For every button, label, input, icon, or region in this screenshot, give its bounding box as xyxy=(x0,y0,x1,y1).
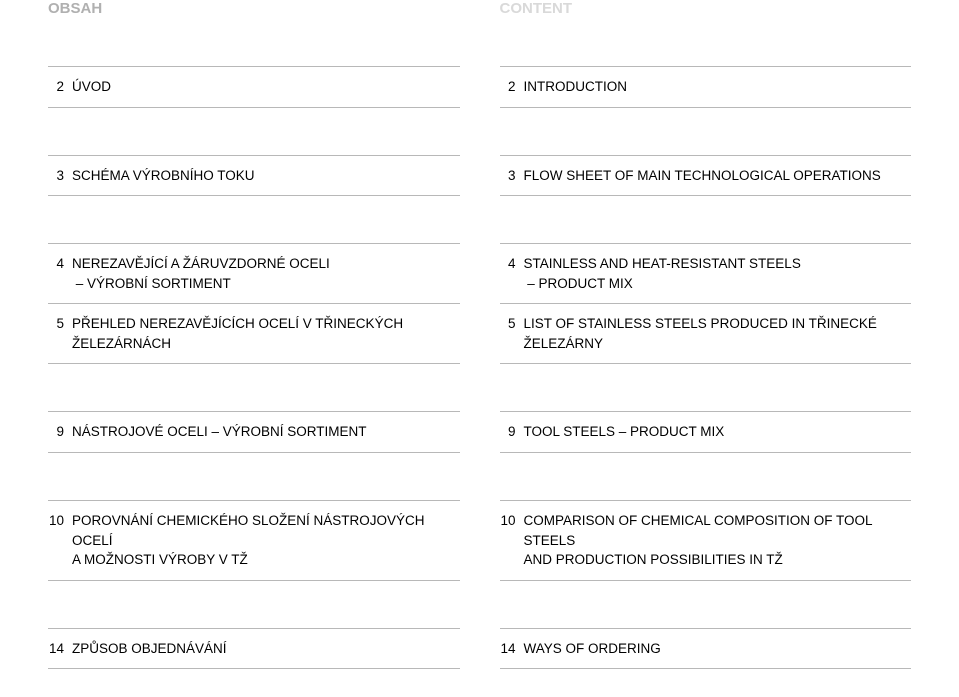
toc-entry: 4NEREZAVĚJÍCÍ A ŽÁRUVZDORNÉ OCELI – VÝRO… xyxy=(48,244,460,304)
group-top-rule xyxy=(48,47,460,67)
left-heading: OBSAH xyxy=(48,0,460,23)
left-groups: 2ÚVOD 3SCHÉMA VÝROBNÍHO TOKU 4NEREZAVĚJÍCÍ… xyxy=(48,47,460,697)
group-top-rule xyxy=(48,136,460,156)
toc-page-number: 5 xyxy=(500,314,524,334)
toc-page-number: 10 xyxy=(48,511,72,531)
toc-group: 9TOOL STEELS – PRODUCT MIX xyxy=(500,392,912,453)
toc-page-number: 14 xyxy=(500,639,524,659)
toc-entry-text: POROVNÁNÍ CHEMICKÉHO SLOŽENÍ NÁSTROJOVÝC… xyxy=(72,511,460,570)
group-top-rule xyxy=(48,392,460,412)
toc-page-number: 10 xyxy=(500,511,524,531)
toc-entry: 3SCHÉMA VÝROBNÍHO TOKU xyxy=(48,156,460,197)
toc-entry-text: NÁSTROJOVÉ OCELI – VÝROBNÍ SORTIMENT xyxy=(72,422,460,442)
right-column: CONTENT 2INTRODUCTION 3FLOW SHEET OF MAIN… xyxy=(500,0,912,582)
toc-group: 3FLOW SHEET OF MAIN TECHNOLOGICAL OPERAT… xyxy=(500,136,912,197)
toc-group: 10COMPARISON OF CHEMICAL COMPOSITION OF … xyxy=(500,481,912,581)
toc-entry-text: ZPŮSOB OBJEDNÁVÁNÍ xyxy=(72,639,460,659)
toc-page-number: 4 xyxy=(500,254,524,274)
group-top-rule xyxy=(48,224,460,244)
toc-entry-text: STAINLESS AND HEAT-RESISTANT STEELS – PR… xyxy=(524,254,912,293)
group-top-rule xyxy=(500,609,912,629)
toc-page-number: 4 xyxy=(48,254,72,274)
toc-group: 9NÁSTROJOVÉ OCELI – VÝROBNÍ SORTIMENT xyxy=(48,392,460,453)
toc-entry-text: FLOW SHEET OF MAIN TECHNOLOGICAL OPERATI… xyxy=(524,166,912,186)
toc-entry: 2ÚVOD xyxy=(48,67,460,108)
toc-page-number: 14 xyxy=(48,639,72,659)
toc-page-number: 9 xyxy=(500,422,524,442)
toc-page-number: 2 xyxy=(500,77,524,97)
group-top-rule xyxy=(48,609,460,629)
toc-entry-text: NEREZAVĚJÍCÍ A ŽÁRUVZDORNÉ OCELI – VÝROB… xyxy=(72,254,460,293)
toc-entry-text: INTRODUCTION xyxy=(524,77,912,97)
toc-entry: 9NÁSTROJOVÉ OCELI – VÝROBNÍ SORTIMENT xyxy=(48,412,460,453)
toc-entry: 10COMPARISON OF CHEMICAL COMPOSITION OF … xyxy=(500,501,912,581)
right-groups: 2INTRODUCTION 3FLOW SHEET OF MAIN TECHNOL… xyxy=(500,47,912,697)
toc-page-number: 9 xyxy=(48,422,72,442)
toc-group: 2ÚVOD xyxy=(48,47,460,108)
toc-entry: 3FLOW SHEET OF MAIN TECHNOLOGICAL OPERAT… xyxy=(500,156,912,197)
toc-entry: 10POROVNÁNÍ CHEMICKÉHO SLOŽENÍ NÁSTROJOV… xyxy=(48,501,460,581)
group-top-rule xyxy=(500,47,912,67)
toc-entry-text: TOOL STEELS – PRODUCT MIX xyxy=(524,422,912,442)
toc-entry: 2INTRODUCTION xyxy=(500,67,912,108)
toc-entry: 5LIST OF STAINLESS STEELS PRODUCED IN TŘ… xyxy=(500,304,912,364)
toc-group: 4STAINLESS AND HEAT-RESISTANT STEELS – P… xyxy=(500,224,912,364)
toc-group: 4NEREZAVĚJÍCÍ A ŽÁRUVZDORNÉ OCELI – VÝRO… xyxy=(48,224,460,364)
toc-entry: 5PŘEHLED NEREZAVĚJÍCÍCH OCELÍ V TŘINECKÝ… xyxy=(48,304,460,364)
toc-group: 2INTRODUCTION xyxy=(500,47,912,108)
toc-group: 14WAYS OF ORDERING xyxy=(500,609,912,670)
toc-entry-text: LIST OF STAINLESS STEELS PRODUCED IN TŘI… xyxy=(524,314,912,353)
toc-entry: 4STAINLESS AND HEAT-RESISTANT STEELS – P… xyxy=(500,244,912,304)
toc-entry-text: WAYS OF ORDERING xyxy=(524,639,912,659)
toc-page: OBSAH 2ÚVOD3SCHÉMA VÝROBNÍHO TOKU4NEREZA… xyxy=(48,0,911,582)
toc-entry-text: COMPARISON OF CHEMICAL COMPOSITION OF TO… xyxy=(524,511,912,570)
toc-group: 3SCHÉMA VÝROBNÍHO TOKU xyxy=(48,136,460,197)
toc-page-number: 3 xyxy=(500,166,524,186)
toc-entry-text: SCHÉMA VÝROBNÍHO TOKU xyxy=(72,166,460,186)
toc-entry: 14ZPŮSOB OBJEDNÁVÁNÍ xyxy=(48,629,460,670)
toc-entry: 9TOOL STEELS – PRODUCT MIX xyxy=(500,412,912,453)
group-top-rule xyxy=(48,481,460,501)
toc-page-number: 3 xyxy=(48,166,72,186)
group-top-rule xyxy=(500,136,912,156)
toc-page-number: 5 xyxy=(48,314,72,334)
group-top-rule xyxy=(500,481,912,501)
toc-entry: 14WAYS OF ORDERING xyxy=(500,629,912,670)
left-column: OBSAH 2ÚVOD 3SCHÉMA VÝROBNÍHO TOKU 4NEREZA… xyxy=(48,0,460,582)
right-heading: CONTENT xyxy=(500,0,912,23)
toc-page-number: 2 xyxy=(48,77,72,97)
toc-entry-text: ÚVOD xyxy=(72,77,460,97)
toc-group: 14ZPŮSOB OBJEDNÁVÁNÍ xyxy=(48,609,460,670)
group-top-rule xyxy=(500,224,912,244)
toc-group: 10POROVNÁNÍ CHEMICKÉHO SLOŽENÍ NÁSTROJOV… xyxy=(48,481,460,581)
group-top-rule xyxy=(500,392,912,412)
toc-entry-text: PŘEHLED NEREZAVĚJÍCÍCH OCELÍ V TŘINECKÝC… xyxy=(72,314,460,353)
